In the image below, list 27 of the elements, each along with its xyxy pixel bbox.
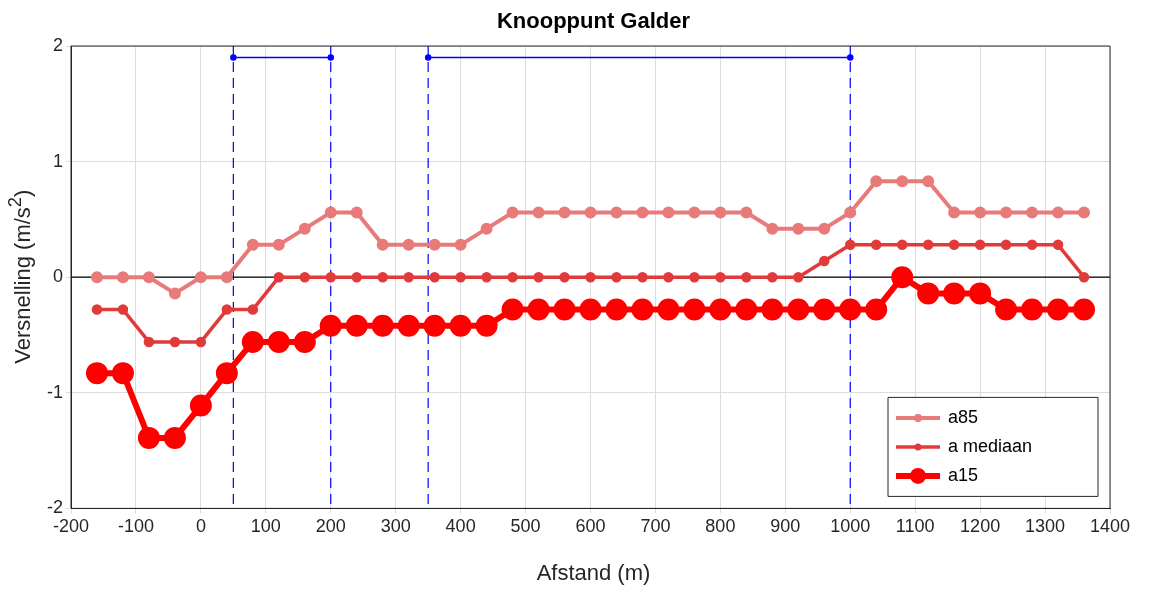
x-tick-label: -200 — [52, 516, 90, 537]
y-tick-label: 0 — [52, 266, 63, 287]
chart-title: Knooppunt Galder — [495, 8, 692, 34]
legend-label: a mediaan — [948, 435, 1033, 456]
x-axis-title: Afstand (m) — [535, 560, 652, 586]
y-tick-label: -2 — [46, 497, 63, 518]
legend-label: a15 — [948, 464, 979, 485]
x-tick-label: -100 — [117, 516, 154, 537]
y-tick-label: 1 — [52, 150, 63, 171]
legend-label: a85 — [948, 406, 979, 427]
x-tick-label: 800 — [705, 516, 736, 537]
x-tick-label: 1100 — [895, 516, 935, 537]
x-tick-label: 600 — [575, 516, 606, 537]
x-tick-label: 1200 — [960, 516, 1001, 537]
x-tick-label: 400 — [445, 516, 476, 537]
x-tick-label: 1000 — [830, 516, 871, 537]
x-tick-label: 900 — [770, 516, 801, 537]
x-tick-label: 300 — [380, 516, 411, 537]
x-tick-label: 1400 — [1089, 516, 1131, 537]
x-tick-label: 500 — [510, 516, 541, 537]
x-tick-label: 0 — [195, 516, 206, 537]
x-tick-label: 1300 — [1025, 516, 1066, 537]
x-tick-label: 200 — [315, 516, 346, 537]
x-tick-label: 100 — [250, 516, 281, 537]
y-tick-label: 2 — [52, 34, 63, 55]
y-tick-label: -1 — [46, 381, 63, 402]
x-tick-label: 700 — [640, 516, 671, 537]
